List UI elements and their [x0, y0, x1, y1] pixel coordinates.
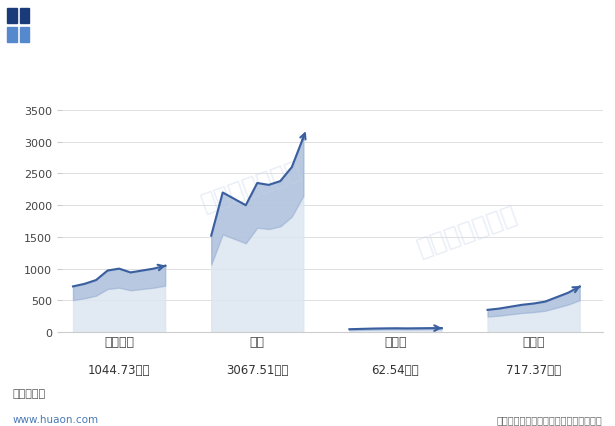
- Text: 华经产业研究院: 华经产业研究院: [414, 201, 521, 260]
- Text: 意外险: 意外险: [384, 335, 407, 348]
- Text: 62.54亿元: 62.54亿元: [371, 363, 419, 376]
- Text: 寿险: 寿险: [250, 335, 264, 348]
- Text: 单位：亿元: 单位：亿元: [12, 388, 46, 398]
- Text: 数据来源：保监会、华经产业研究院整理: 数据来源：保监会、华经产业研究院整理: [497, 414, 603, 424]
- Text: 2016-2024年1-10月江苏保险分险种收入统计: 2016-2024年1-10月江苏保险分险种收入统计: [161, 68, 454, 86]
- Text: 3067.51亿元: 3067.51亿元: [226, 363, 288, 376]
- Bar: [7, 28, 17, 43]
- Bar: [20, 28, 29, 43]
- Bar: [20, 9, 29, 23]
- Text: 健康险: 健康险: [522, 335, 545, 348]
- Text: www.huaon.com: www.huaon.com: [12, 414, 98, 424]
- Text: 财产保险: 财产保险: [104, 335, 134, 348]
- Text: 华经情报网: 华经情报网: [12, 19, 54, 32]
- Text: 华经产业研究院: 华经产业研究院: [197, 157, 304, 216]
- Text: 1044.73亿元: 1044.73亿元: [88, 363, 150, 376]
- Bar: [7, 9, 17, 23]
- Text: 专业严谨 · 客观科学: 专业严谨 · 客观科学: [531, 19, 603, 32]
- Text: 717.37亿元: 717.37亿元: [506, 363, 561, 376]
